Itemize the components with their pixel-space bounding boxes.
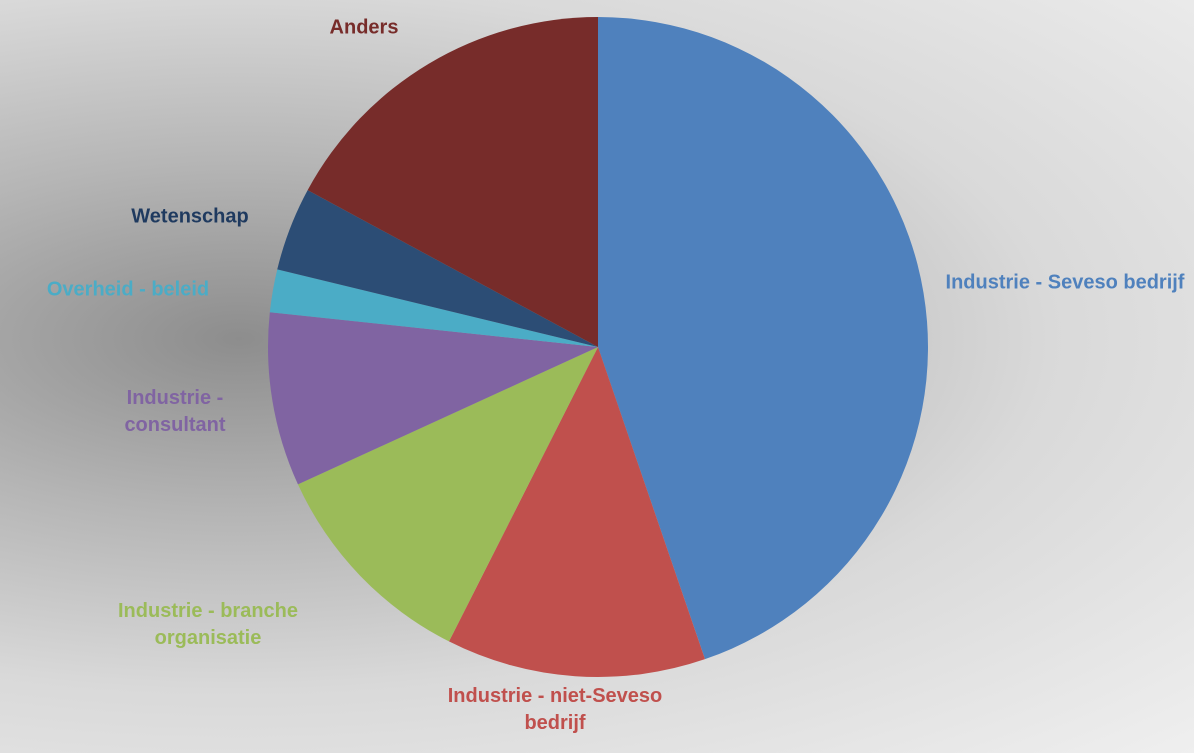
pie-slice [268,312,598,485]
pie-slice [269,269,598,347]
slice-label: Industrie - branche organisatie [117,600,299,649]
pie-slice [277,190,598,347]
pie-slice [448,347,705,678]
slice-label: Overheid - beleid [46,278,210,301]
slice-label: Industrie - consultant [124,387,226,436]
slice-label: Industrie - niet-Seveso bedrijf [447,685,663,734]
slice-label: Anders [329,16,399,39]
pie-slice [598,17,928,660]
slice-label: Wetenschap [131,205,249,228]
pie-slice [307,17,598,347]
pie-slice [297,347,598,642]
slice-label: Industrie - Seveso bedrijf [945,271,1185,294]
